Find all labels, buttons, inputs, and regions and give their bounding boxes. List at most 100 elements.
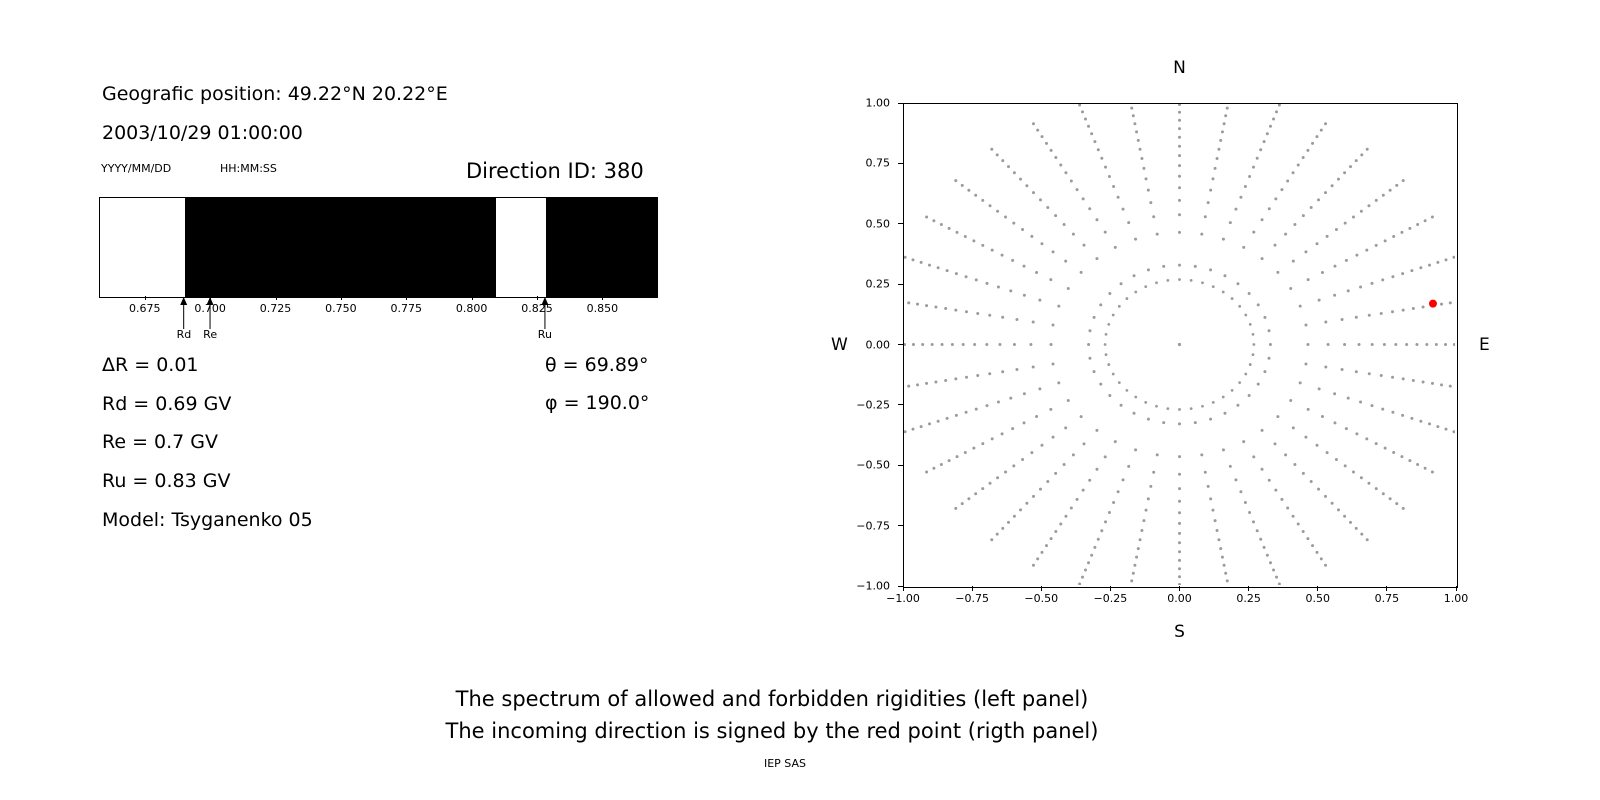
- spoke-dot: [1370, 343, 1374, 346]
- spectrum-tick-label: 0.725: [259, 302, 292, 315]
- y-tick-label: 0.75: [865, 156, 891, 170]
- ring-dot: [1189, 278, 1193, 282]
- spoke-dot: [1054, 214, 1058, 218]
- spoke-dot: [1178, 154, 1181, 158]
- spoke-dot: [1381, 193, 1385, 197]
- spoke-dot: [1131, 571, 1135, 575]
- spoke-dot: [916, 302, 919, 306]
- spoke-dot: [1019, 508, 1023, 512]
- spoke-dot: [964, 410, 968, 414]
- spoke-dot: [1178, 198, 1181, 202]
- rigidity-marker-label: Ru: [537, 328, 552, 341]
- spoke-dot: [967, 188, 971, 192]
- spoke-dot: [1452, 343, 1455, 346]
- spoke-dot: [1104, 165, 1108, 169]
- spoke-dot: [1209, 417, 1213, 421]
- spoke-dot: [1134, 237, 1138, 241]
- spoke-dot: [1127, 221, 1131, 225]
- spoke-dot: [1401, 506, 1405, 510]
- spoke-dot: [1311, 141, 1315, 145]
- spoke-dot: [1121, 207, 1125, 211]
- spoke-dot: [1223, 411, 1227, 415]
- spoke-dot: [1374, 243, 1378, 247]
- spoke-dot: [919, 260, 923, 264]
- ru-text: Ru = 0.83 GV: [102, 470, 231, 492]
- spoke-dot: [955, 455, 959, 459]
- spoke-dot: [1178, 230, 1181, 234]
- spoke-dot: [1323, 494, 1327, 498]
- spoke-dot: [1344, 427, 1348, 431]
- ring-dot: [1117, 304, 1121, 308]
- spoke-dot: [1306, 343, 1310, 346]
- spoke-dot: [921, 343, 925, 346]
- spoke-dot: [1051, 362, 1055, 366]
- spoke-dot: [1051, 435, 1055, 439]
- spoke-dot: [1116, 490, 1120, 494]
- spoke-dot: [1247, 394, 1251, 398]
- x-tick-mark: [902, 586, 904, 591]
- spoke-dot: [1234, 478, 1238, 482]
- ring-dot: [1211, 400, 1215, 404]
- spoke-dot: [1324, 122, 1328, 126]
- spectrum-tick-label: 0.850: [586, 302, 619, 315]
- spoke-dot: [1440, 302, 1443, 306]
- spoke-dot: [1224, 114, 1228, 118]
- x-tick-mark: [1386, 586, 1388, 591]
- delta-r-text: ΔR = 0.01: [102, 354, 199, 376]
- spoke-dot: [1448, 301, 1452, 305]
- spoke-dot: [955, 230, 959, 234]
- spoke-dot: [1081, 488, 1085, 492]
- spoke-dot: [1408, 226, 1412, 230]
- spoke-dot: [1222, 563, 1226, 567]
- ring-dot: [1251, 332, 1255, 336]
- spoke-dot: [1015, 317, 1019, 321]
- spoke-dot: [928, 422, 931, 426]
- spoke-dot: [1324, 563, 1328, 567]
- spoke-dot: [981, 198, 985, 202]
- direction-id-text: Direction ID: 380: [466, 159, 644, 183]
- spoke-dot: [1452, 430, 1455, 434]
- spoke-dot: [988, 372, 992, 376]
- spoke-dot: [1022, 293, 1026, 297]
- spoke-dot: [1333, 264, 1337, 268]
- spoke-dot: [1011, 258, 1015, 262]
- spoke-dot: [1365, 437, 1369, 441]
- spoke-dot: [1343, 514, 1347, 518]
- y-tick-label: 0.25: [865, 277, 891, 291]
- spoke-dot: [1035, 415, 1039, 419]
- spoke-dot: [985, 281, 989, 285]
- spoke-dot: [964, 275, 968, 279]
- spoke-dot: [1095, 218, 1099, 222]
- y-tick-mark: [898, 464, 903, 466]
- plot-box: [903, 103, 1458, 588]
- spoke-dot: [925, 381, 929, 385]
- spoke-dot: [1079, 415, 1083, 419]
- spoke-dot: [996, 476, 1000, 480]
- spoke-dot: [940, 343, 944, 346]
- spoke-dot: [1251, 520, 1255, 524]
- spoke-dot: [1062, 463, 1066, 467]
- y-tick-label: 1.00: [865, 96, 891, 110]
- y-tick-mark: [898, 223, 903, 225]
- spoke-dot: [1069, 179, 1073, 183]
- spoke-dot: [1225, 106, 1229, 110]
- spoke-dot: [1286, 506, 1290, 510]
- red-direction-dot: [1428, 299, 1437, 308]
- spoke-dot: [1004, 215, 1008, 219]
- spoke-dot: [1049, 148, 1053, 152]
- y-tick-label: −1.00: [856, 579, 890, 593]
- spoke-dot: [1370, 404, 1374, 408]
- spoke-dot: [1284, 453, 1288, 457]
- ring-dot: [1230, 297, 1234, 300]
- rigidity-marker-ru: Ru: [538, 297, 552, 341]
- spoke-dot: [1252, 230, 1256, 234]
- spoke-dot: [1078, 104, 1082, 107]
- spoke-dot: [1296, 163, 1300, 167]
- spoke-dot: [1107, 511, 1111, 515]
- spoke-dot: [1012, 221, 1016, 225]
- x-tick-label: 0.50: [1305, 592, 1331, 605]
- spoke-dot: [1370, 281, 1374, 285]
- spoke-dot: [1340, 317, 1344, 321]
- spoke-dot: [1178, 110, 1181, 114]
- spoke-dot: [1354, 315, 1358, 319]
